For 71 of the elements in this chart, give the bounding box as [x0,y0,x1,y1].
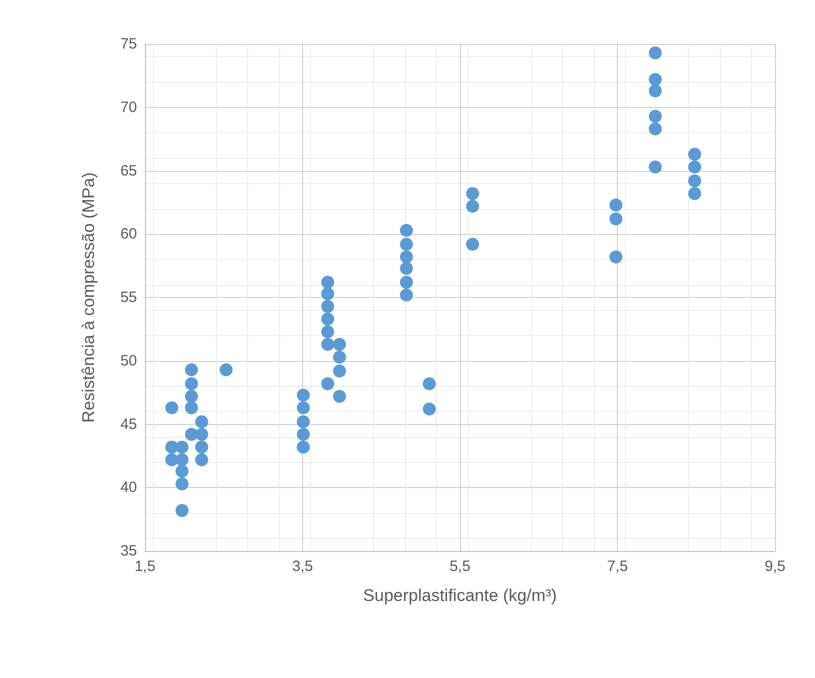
point [195,440,208,454]
point [195,428,208,441]
point [296,388,310,402]
point [688,148,702,161]
x-axis-title: Superplastificante (kg/m³) [363,586,557,605]
point [400,262,413,275]
point [165,401,178,414]
y-tick-label: 75 [120,36,137,52]
point [400,288,413,302]
point [400,276,413,289]
x-tick-label: 5,5 [450,558,470,575]
point [400,250,413,264]
point [333,350,346,364]
point [176,477,189,490]
point [321,338,334,351]
x-tick-label: 3,5 [292,558,313,575]
point [333,338,346,351]
point [176,464,189,478]
point [400,224,413,237]
point [688,187,702,200]
point [220,363,233,376]
y-tick-label: 55 [120,289,137,306]
point [195,415,208,428]
y-tick-label: 70 [120,98,137,116]
point [609,198,622,212]
y-tick-label: 35 [120,542,137,560]
point [400,238,413,251]
point [333,390,346,403]
y-tick-label: 60 [120,226,137,243]
point [422,377,436,390]
point [321,377,334,390]
point [648,84,662,98]
x-tick-label: 9,5 [764,558,786,575]
point [296,428,310,441]
x-tick-label: 7,5 [607,558,628,575]
point [321,300,334,313]
point [609,212,622,226]
point [176,504,189,517]
point [296,415,310,428]
point [321,276,334,289]
point [648,110,662,123]
point [296,401,310,414]
point [648,122,662,136]
point [333,364,346,378]
point [688,160,702,174]
point [688,174,702,188]
point [422,402,436,416]
point [296,440,310,454]
point [648,72,662,86]
point [321,325,334,338]
point [609,250,622,264]
y-tick-label: 50 [120,352,137,370]
point [184,363,198,376]
point [648,160,662,174]
y-tick-label: 45 [120,416,137,433]
point [176,440,189,454]
point [648,46,662,60]
point [176,453,189,466]
point [184,401,198,414]
y-tick-label: 65 [120,162,137,180]
point [466,238,480,251]
point [321,287,334,300]
point [466,200,480,213]
point [195,453,208,466]
y-axis-title: Resistência à compressão (MPa) [79,172,98,423]
point [321,312,334,326]
point [466,187,480,200]
y-tick-label: 40 [120,479,137,496]
point [184,377,198,390]
x-tick-label: 1,5 [134,558,156,575]
point [184,390,198,403]
